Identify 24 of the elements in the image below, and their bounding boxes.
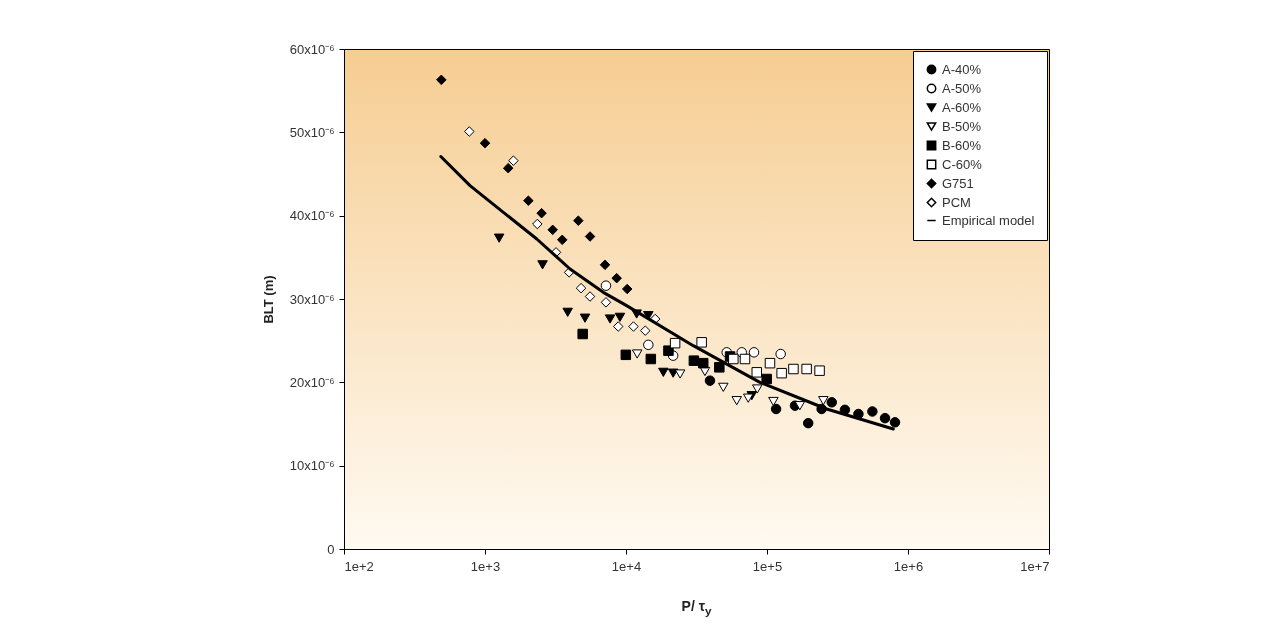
x-tick-label: 1e+6 [893,558,924,574]
x-tick-label: 1e+2 [344,558,374,574]
y-tick-label: 50x10⁻⁶ [289,124,335,140]
y-tick-label: 20x10⁻⁶ [289,374,335,390]
legend-label: A-40% [942,61,982,77]
legend-label: C-60% [942,156,983,172]
legend-label: B-60% [942,137,982,153]
legend-label: A-50% [942,80,982,96]
x-tick-label: 1e+7 [1020,558,1050,574]
y-tick-label: 60x10⁻⁶ [289,41,335,57]
legend-label: B-50% [942,118,982,134]
x-tick-label: 1e+3 [470,558,501,574]
legend-label: A-60% [942,99,982,115]
y-axis-title: BLT (m) [260,275,276,324]
y-tick-label: 30x10⁻⁶ [289,291,335,307]
y-tick-label: 0 [327,541,335,557]
legend-label: Empirical model [942,212,1035,228]
y-tick-label: 10x10⁻⁶ [289,458,335,474]
y-tick-label: 40x10⁻⁶ [289,208,335,224]
x-tick-label: 1e+5 [752,558,783,574]
x-tick-label: 1e+4 [611,558,642,574]
legend-label: PCM [942,194,971,210]
x-axis-title: P/ τ$_{y}$ [680,598,713,617]
legend-label: G751 [942,175,974,191]
